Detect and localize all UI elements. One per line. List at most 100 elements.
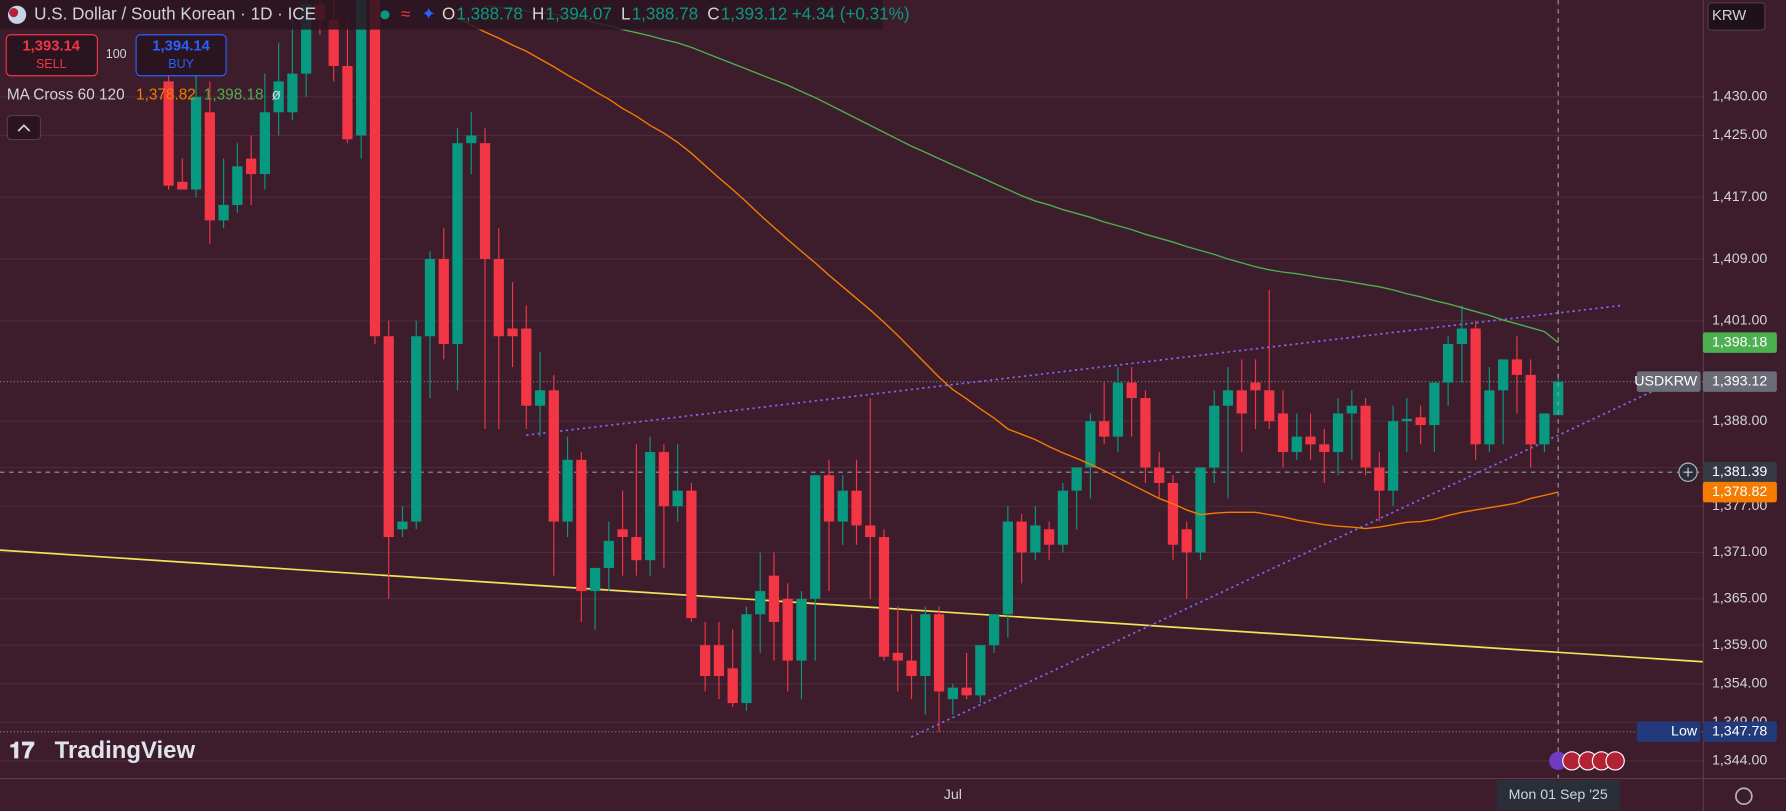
- candle-body[interactable]: [383, 336, 394, 538]
- candle-body[interactable]: [1140, 398, 1151, 468]
- candle-body[interactable]: [1319, 444, 1330, 453]
- candle-body[interactable]: [1209, 405, 1220, 468]
- indicator-name[interactable]: MA Cross 60 120: [7, 87, 125, 104]
- candle-body[interactable]: [273, 81, 284, 113]
- candle-body[interactable]: [424, 259, 436, 337]
- candle-body[interactable]: [177, 181, 188, 190]
- candle-body[interactable]: [1030, 525, 1041, 553]
- candle-body[interactable]: [259, 112, 271, 175]
- candle-body[interactable]: [1126, 382, 1137, 399]
- candle-body[interactable]: [479, 143, 491, 260]
- candle-body[interactable]: [1181, 529, 1192, 553]
- candle-body[interactable]: [645, 452, 656, 561]
- candle-body[interactable]: [810, 475, 821, 599]
- candle-body[interactable]: [961, 687, 972, 696]
- candle-body[interactable]: [1498, 359, 1509, 391]
- candle-body[interactable]: [534, 390, 546, 406]
- candle-body[interactable]: [1332, 413, 1344, 453]
- candle-body[interactable]: [947, 687, 958, 700]
- candle-body[interactable]: [920, 614, 931, 677]
- candle-body[interactable]: [700, 645, 711, 677]
- candle-body[interactable]: [631, 537, 642, 561]
- candle-body[interactable]: [617, 529, 628, 538]
- candle-body[interactable]: [576, 459, 587, 592]
- event-icon[interactable]: [1605, 751, 1625, 771]
- event-icon[interactable]: [1549, 751, 1568, 770]
- sell-button[interactable]: [5, 34, 98, 77]
- candle-body[interactable]: [1291, 436, 1302, 453]
- candle-body[interactable]: [1044, 529, 1055, 545]
- candle-body[interactable]: [1525, 374, 1536, 445]
- candle-body[interactable]: [865, 525, 876, 538]
- candle-body[interactable]: [837, 490, 848, 522]
- candle-body[interactable]: [975, 645, 986, 696]
- candle-body[interactable]: [1016, 521, 1027, 553]
- candle-body[interactable]: [1264, 390, 1275, 422]
- candle-body[interactable]: [1085, 421, 1096, 468]
- candle-body[interactable]: [906, 660, 917, 677]
- candle-body[interactable]: [1429, 382, 1440, 426]
- candle-body[interactable]: [672, 490, 683, 507]
- candle-body[interactable]: [246, 158, 257, 175]
- collapse-button[interactable]: [6, 115, 42, 141]
- channel-upper[interactable]: [526, 304, 1624, 436]
- candle-body[interactable]: [1167, 482, 1179, 545]
- candle-body[interactable]: [287, 73, 298, 113]
- candle-body[interactable]: [1470, 328, 1481, 445]
- candle-body[interactable]: [1154, 467, 1165, 483]
- candle-body[interactable]: [369, 0, 381, 337]
- candle-body[interactable]: [1539, 413, 1550, 445]
- candle-body[interactable]: [1112, 382, 1124, 437]
- candle-body[interactable]: [1002, 521, 1013, 615]
- candle-body[interactable]: [1553, 381, 1564, 416]
- candle-body[interactable]: [1511, 359, 1523, 375]
- currency-button[interactable]: [1707, 2, 1766, 31]
- candle-body[interactable]: [782, 598, 793, 661]
- candle-body[interactable]: [823, 475, 835, 522]
- candle-body[interactable]: [1071, 467, 1082, 491]
- candle-body[interactable]: [878, 537, 890, 657]
- candle-body[interactable]: [741, 614, 752, 704]
- candle-body[interactable]: [466, 135, 477, 144]
- candle-body[interactable]: [1346, 405, 1357, 414]
- candle-body[interactable]: [1360, 405, 1371, 468]
- candle-body[interactable]: [521, 328, 532, 406]
- candle-body[interactable]: [301, 4, 312, 74]
- candle-body[interactable]: [452, 143, 463, 344]
- candle-body[interactable]: [851, 490, 862, 526]
- brand[interactable]: TradingView: [55, 737, 196, 764]
- candle-body[interactable]: [1401, 418, 1412, 422]
- candle-body[interactable]: [1057, 490, 1069, 545]
- candle-body[interactable]: [892, 652, 903, 661]
- candle-body[interactable]: [1456, 328, 1468, 344]
- candle-body[interactable]: [1484, 390, 1495, 445]
- candle-body[interactable]: [1250, 382, 1261, 391]
- indicator-icon[interactable]: ø: [272, 87, 282, 104]
- candle-body[interactable]: [603, 540, 614, 568]
- candle-body[interactable]: [218, 204, 229, 221]
- candle-body[interactable]: [190, 96, 202, 190]
- candle-body[interactable]: [1236, 390, 1247, 414]
- candle-body[interactable]: [507, 328, 518, 337]
- symbol-title[interactable]: U.S. Dollar / South Korean · 1D · ICE: [34, 4, 316, 23]
- candle-body[interactable]: [204, 112, 215, 221]
- candle-body[interactable]: [411, 336, 422, 522]
- candle-body[interactable]: [232, 166, 243, 205]
- candle-body[interactable]: [163, 81, 174, 186]
- candle-body[interactable]: [493, 259, 504, 337]
- buy-button[interactable]: [135, 34, 227, 77]
- candle-body[interactable]: [1442, 343, 1454, 383]
- candle-body[interactable]: [933, 614, 945, 692]
- candle-body[interactable]: [342, 65, 353, 140]
- candle-body[interactable]: [397, 521, 408, 530]
- candle-body[interactable]: [727, 668, 738, 704]
- candle-body[interactable]: [1277, 413, 1289, 453]
- quantity[interactable]: 100: [106, 47, 127, 61]
- candle-body[interactable]: [438, 259, 449, 344]
- candle-body[interactable]: [356, 0, 367, 136]
- candle-body[interactable]: [1415, 417, 1426, 426]
- candle-body[interactable]: [1222, 390, 1234, 406]
- candle-body[interactable]: [1387, 421, 1399, 491]
- candle-body[interactable]: [1305, 436, 1316, 445]
- candle-body[interactable]: [988, 614, 1000, 646]
